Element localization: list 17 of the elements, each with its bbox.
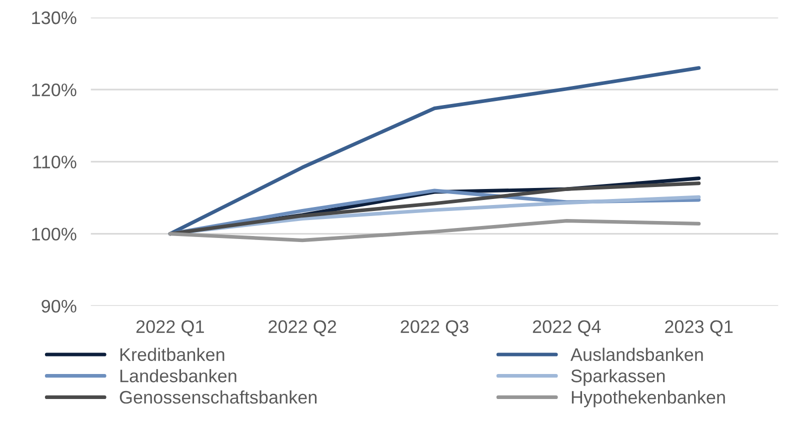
x-tick-label: 2022 Q3 bbox=[400, 320, 468, 336]
y-tick-label: 130% bbox=[32, 11, 76, 24]
y-tick-label: 90% bbox=[42, 300, 76, 313]
legend-label: Genossenschaftsbanken bbox=[120, 390, 317, 404]
y-tick-label: 100% bbox=[32, 228, 76, 241]
legend-label: Hypothekenbanken bbox=[572, 390, 725, 408]
legend-label: Sparkassen bbox=[571, 369, 665, 386]
legend-label: Kreditbanken bbox=[120, 348, 224, 361]
x-tick-label: 2023 Q1 bbox=[665, 320, 733, 336]
x-tick-label: 2022 Q1 bbox=[136, 320, 204, 336]
x-tick-label: 2022 Q4 bbox=[532, 320, 601, 336]
legend-label: Landesbanken bbox=[120, 369, 236, 382]
x-tick-label: 2022 Q2 bbox=[268, 320, 336, 336]
legend-label: Auslandsbanken bbox=[570, 348, 703, 361]
y-tick-label: 120% bbox=[32, 84, 76, 96]
y-tick-label: 110% bbox=[33, 156, 76, 168]
line-series bbox=[168, 219, 701, 242]
